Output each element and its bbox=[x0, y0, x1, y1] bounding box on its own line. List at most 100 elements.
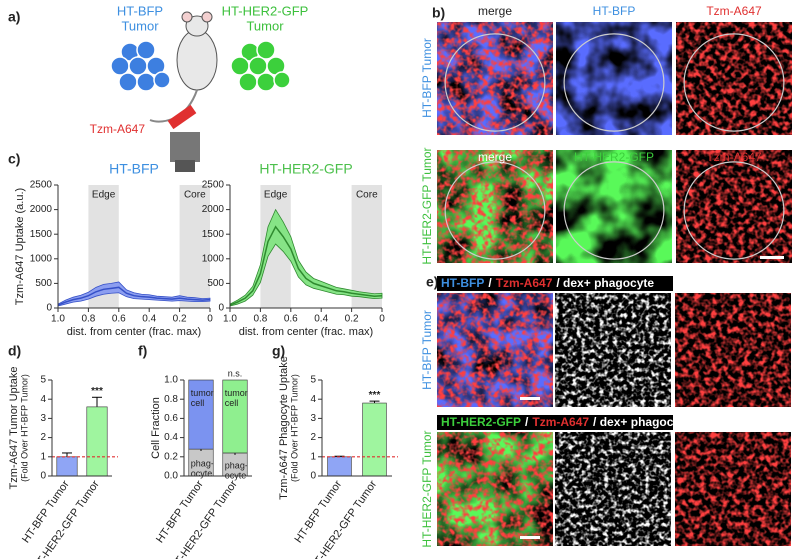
y-tick-label: 0.4 bbox=[164, 432, 178, 443]
her2-sub: Tumor bbox=[246, 18, 284, 33]
annotation: *** bbox=[369, 390, 381, 401]
segment-name: phag- bbox=[225, 461, 248, 471]
image-signal bbox=[437, 432, 553, 546]
y-tick-label: 3 bbox=[310, 413, 316, 424]
y-axis-label: Tzm-A647 Uptake (a.u.) bbox=[14, 188, 26, 305]
error-band bbox=[57, 281, 211, 307]
segment-name: phag- bbox=[191, 459, 214, 469]
image-title: merge bbox=[478, 150, 512, 164]
image-title: merge bbox=[478, 4, 512, 18]
region-label: Edge bbox=[264, 190, 288, 201]
x-tick-label: 0.4 bbox=[314, 314, 328, 325]
row-label: HT-BFP Tumor bbox=[420, 310, 434, 390]
bar-segment bbox=[188, 448, 214, 477]
line bbox=[57, 286, 211, 306]
y-tick-label: 1500 bbox=[30, 229, 53, 240]
header-part: / dex+ phagocyte bbox=[556, 276, 654, 290]
image-signal bbox=[676, 22, 792, 135]
row-label: HT-HER2-GFP Tumor bbox=[420, 430, 434, 547]
y-tick-label: 2000 bbox=[202, 204, 225, 215]
line bbox=[229, 225, 383, 306]
segment-name: tumor bbox=[191, 388, 214, 398]
y-tick-label: 2 bbox=[40, 432, 46, 443]
x-tick-label: 0 bbox=[207, 314, 213, 325]
x-tick-label: 0.2 bbox=[173, 314, 187, 325]
y-tick-label: 1.0 bbox=[164, 375, 178, 386]
image-signal bbox=[675, 293, 791, 407]
y-tick-label: 0 bbox=[40, 471, 46, 482]
image-signal bbox=[437, 150, 553, 263]
image-header bbox=[437, 415, 673, 430]
syringe-hand bbox=[167, 104, 200, 172]
bar bbox=[327, 456, 352, 477]
y-tick-label: 2500 bbox=[202, 180, 225, 191]
row-label: HT-HER2-GFP Tumor bbox=[420, 147, 434, 264]
y-axis-label: (Fold Over HT-BFP Tumor) bbox=[19, 374, 29, 482]
x-tick-label: 1.0 bbox=[51, 314, 65, 325]
image-header-text: HT-HER2-GFP / Tzm-A647 / dex+ phagocyte bbox=[441, 415, 691, 429]
y-tick-label: 0 bbox=[46, 303, 52, 314]
panel-a-illustration: a) HT-BFP Tumor HT-HER2-GFP Tumor Tzm-A6… bbox=[8, 3, 308, 172]
bar-segment bbox=[222, 379, 248, 454]
chart-title: HT-HER2-GFP bbox=[259, 161, 352, 177]
y-tick-label: 0.6 bbox=[164, 413, 178, 424]
tumor-outline bbox=[444, 161, 546, 260]
x-tick-label: 0.8 bbox=[253, 314, 267, 325]
y-tick-label: 1 bbox=[40, 451, 46, 462]
y-tick-label: 0.0 bbox=[164, 471, 178, 482]
y-tick-label: 0 bbox=[218, 303, 224, 314]
tumor-outline bbox=[563, 33, 665, 132]
x-tick-label: 0.6 bbox=[284, 314, 298, 325]
image-signal bbox=[555, 432, 671, 546]
segment-name: tumor bbox=[225, 388, 248, 398]
panel-label: b) bbox=[432, 5, 445, 21]
region bbox=[351, 185, 382, 308]
image-header bbox=[437, 276, 673, 291]
segment-label: phag-ocyte bbox=[191, 459, 214, 479]
panel-label: e) bbox=[426, 274, 438, 290]
y-tick-label: 4 bbox=[310, 394, 316, 405]
bar bbox=[56, 456, 78, 477]
header-part: Tzm-A647 bbox=[496, 276, 553, 290]
image-signal bbox=[556, 22, 672, 135]
panel-label: a) bbox=[8, 9, 20, 25]
y-tick-label: 2500 bbox=[30, 180, 53, 191]
annotation: n.s. bbox=[228, 368, 243, 378]
scale-bar bbox=[520, 397, 540, 400]
error-band bbox=[229, 208, 383, 307]
region-label: Edge bbox=[92, 190, 116, 201]
y-tick-label: 1000 bbox=[30, 253, 53, 264]
x-tick-label: 0.4 bbox=[142, 314, 156, 325]
tumor-outline bbox=[563, 161, 665, 260]
y-tick-label: 2000 bbox=[30, 204, 53, 215]
region-label: Core bbox=[356, 190, 378, 201]
y-tick-label: 500 bbox=[207, 278, 224, 289]
image-signal bbox=[676, 150, 792, 263]
y-tick-label: 5 bbox=[40, 375, 46, 386]
x-tick-label: 0.8 bbox=[81, 314, 95, 325]
chart-title: HT-BFP bbox=[109, 161, 159, 177]
panel-label: g) bbox=[272, 343, 285, 359]
image-title: Tzm-A647 bbox=[706, 4, 762, 18]
bfp-cells bbox=[110, 40, 171, 92]
y-axis-label: Cell Fraction bbox=[150, 397, 162, 459]
bfp-sub: Tumor bbox=[121, 18, 159, 33]
header-part: Tzm-A647 bbox=[532, 415, 589, 429]
y-axis-label: Tzm-A647 Phagocyte Uptake bbox=[278, 356, 290, 500]
segment-name-line: ocyte bbox=[191, 469, 213, 479]
header-part: / bbox=[525, 415, 529, 429]
segment-name-line: cell bbox=[225, 398, 239, 408]
bar-segment bbox=[188, 379, 214, 450]
x-axis-label: dist. from center (frac. max) bbox=[239, 326, 373, 338]
y-tick-label: 5 bbox=[310, 375, 316, 386]
y-axis-label: (Fold Over HT-BFP Tumor) bbox=[289, 374, 299, 482]
x-axis-label: dist. from center (frac. max) bbox=[67, 326, 201, 338]
x-tick-label: 0.6 bbox=[112, 314, 126, 325]
scale-bar bbox=[760, 256, 784, 259]
image-signal bbox=[675, 432, 791, 546]
x-tick-label: 1.0 bbox=[223, 314, 237, 325]
header-part: HT-HER2-GFP bbox=[441, 415, 521, 429]
antibody-label: Tzm-A647 bbox=[90, 122, 146, 136]
image-header-text: HT-BFP / Tzm-A647/ dex+ phagocyte bbox=[441, 276, 654, 290]
x-tick-label: 0.2 bbox=[345, 314, 359, 325]
